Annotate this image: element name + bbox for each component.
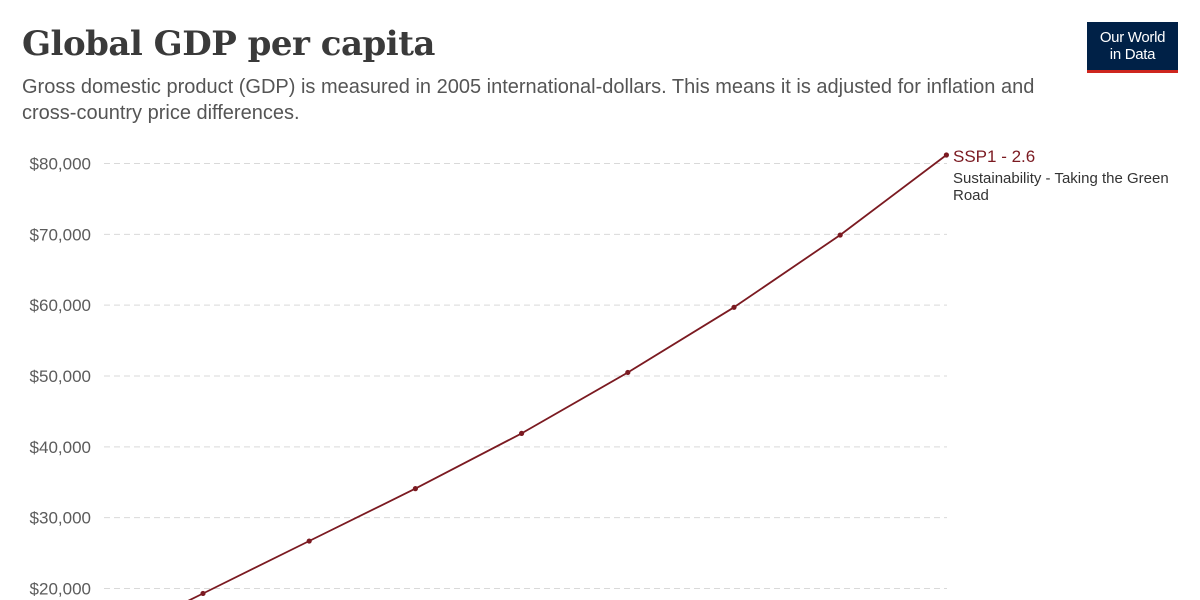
y-tick-label: $70,000	[30, 225, 91, 244]
data-point[interactable]	[306, 538, 312, 544]
series-name-label: SSP1 - 2.6	[953, 147, 1035, 166]
data-point[interactable]	[412, 486, 418, 492]
series-description-label: Sustainability - Taking the Green Road	[953, 170, 1169, 204]
our-world-in-data-logo[interactable]: Our World in Data	[1087, 22, 1178, 73]
series-lines	[176, 152, 950, 600]
y-tick-label: $40,000	[30, 438, 91, 457]
series-labels: SSP1 - 2.6 Sustainability - Taking the Gr…	[953, 147, 1169, 204]
data-point[interactable]	[943, 152, 950, 158]
data-point[interactable]	[519, 430, 525, 436]
data-point[interactable]	[731, 304, 737, 310]
logo-line-1: Our World	[1099, 29, 1166, 46]
y-tick-label: $20,000	[30, 580, 91, 599]
series-line[interactable]	[176, 154, 947, 600]
data-point[interactable]	[625, 369, 631, 376]
chart-title: Global GDP per capita	[22, 24, 435, 64]
data-point[interactable]	[200, 590, 206, 597]
grid-lines	[104, 163, 947, 589]
logo-line-2: in Data	[1109, 46, 1156, 63]
y-tick-label: $80,000	[30, 155, 91, 174]
y-axis-tick-labels: $20,000 $30,000 $40,000 $50,000 $60,000 $70,0…	[30, 155, 91, 599]
data-point[interactable]	[837, 232, 843, 238]
chart-subtitle: Gross domestic product (GDP) is measured…	[22, 76, 1035, 124]
y-tick-label: $30,000	[30, 509, 91, 528]
y-tick-label: $50,000	[30, 367, 91, 386]
y-tick-label: $60,000	[30, 296, 91, 315]
